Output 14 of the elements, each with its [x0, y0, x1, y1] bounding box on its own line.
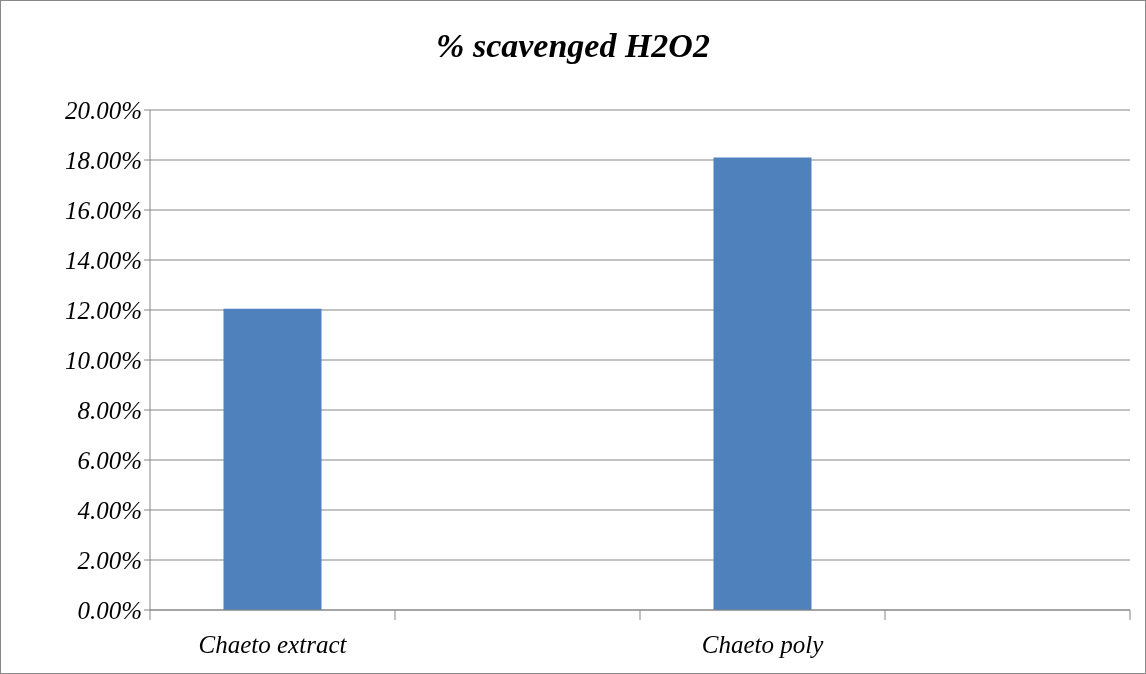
- x-tick-label: Chaeto poly: [701, 631, 825, 658]
- y-tick-label: 16.00%: [64, 196, 142, 224]
- y-tick-label: 6.00%: [77, 446, 142, 474]
- y-tick-label: 10.00%: [64, 346, 142, 374]
- y-tick-label: 14.00%: [64, 246, 142, 274]
- y-tick-label: 20.00%: [64, 96, 142, 124]
- y-tick-label: 0.00%: [77, 596, 142, 624]
- y-tick-label: 12.00%: [64, 296, 142, 324]
- chart-title: % scavenged H2O2: [436, 27, 710, 64]
- y-tick-label: 8.00%: [77, 396, 142, 424]
- y-tick-label: 2.00%: [77, 546, 142, 574]
- y-tick-label: 4.00%: [77, 496, 142, 524]
- x-tick-label: Chaeto extract: [198, 631, 348, 658]
- y-tick-label: 18.00%: [64, 146, 142, 174]
